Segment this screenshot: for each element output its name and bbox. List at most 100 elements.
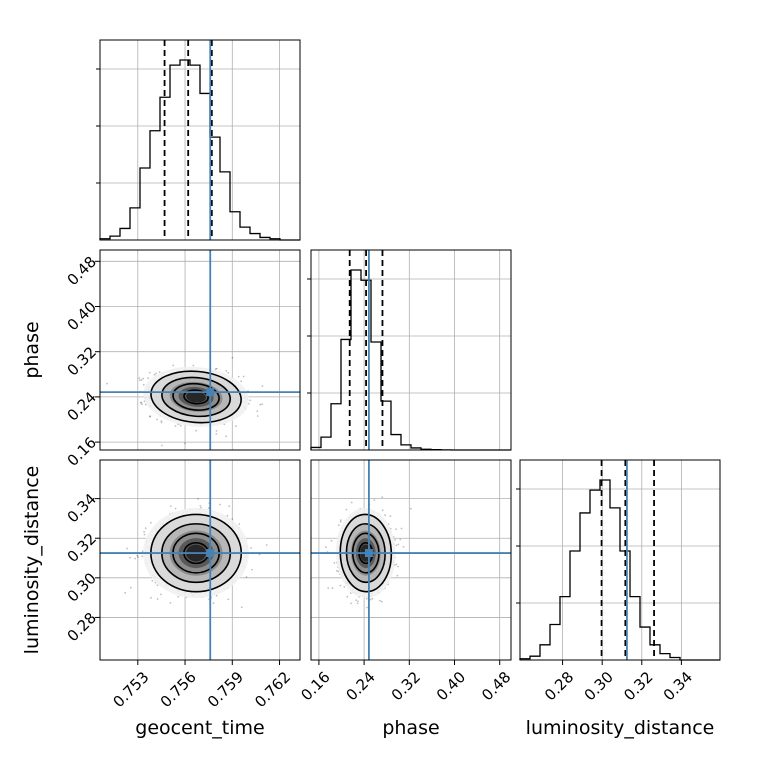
x-tick-label: 0.40 [433,668,469,704]
scatter-panel-geocent_time-phase [99,249,301,451]
scatter-point [226,514,229,517]
x-tick-label: 0.32 [388,668,424,704]
scatter-point [141,550,144,553]
scatter-point [169,505,172,508]
scatter-point [357,600,359,603]
scatter-point [397,565,399,568]
scatter-point [184,442,186,445]
scatter-point [333,562,336,564]
scatter-point [371,597,374,600]
panel-frame [310,249,512,451]
panel-frame [99,459,301,661]
scatter-point [142,383,145,386]
scatter-point [153,373,156,376]
scatter-point [337,524,340,527]
y-tick-label: 0.32 [64,530,100,566]
panel-frame [99,249,301,451]
y-tick-label: 0.28 [64,609,100,645]
scatter-point [350,501,353,504]
scatter-point [249,399,252,402]
scatter-point [395,563,398,566]
scatter-point [227,598,230,601]
scatter-point [399,538,402,541]
scatter-point [337,570,340,573]
scatter-point [231,518,234,520]
scatter-point [379,599,381,602]
scatter-point [369,598,372,601]
y-tick-label: 0.30 [64,569,100,605]
histogram-luminosity_distance [519,479,720,661]
scatter-point [227,371,230,374]
y-axis-title-phase: phase [21,321,43,378]
scatter-point [140,401,143,404]
scatter-point [161,444,163,447]
x-tick-label: 0.759 [204,668,247,711]
scatter-point [156,584,159,587]
contour-line [183,389,209,405]
scatter-point [245,576,248,578]
scatter-point [219,503,221,506]
scatter-point [394,539,396,541]
scatter-point [256,415,259,417]
scatter-point [150,596,153,599]
scatter-point [389,515,392,517]
scatter-point [158,371,161,373]
x-tick-label: 0.762 [251,668,294,711]
scatter-point [373,499,376,501]
hist-panel-luminosity_distance [516,459,721,661]
scatter-point [343,586,346,588]
scatter-point [258,553,261,556]
truth-marker [206,388,215,397]
scatter-point [215,433,218,435]
scatter-point [256,410,259,412]
scatter-point [156,418,159,421]
y-tick-label: 0.40 [64,298,100,334]
scatter-point [142,377,145,380]
scatter-point [207,507,210,509]
truth-marker [206,549,215,558]
scatter-point [141,555,144,558]
scatter-point [169,602,172,604]
scatter-point [129,556,131,559]
scatter-point [381,496,384,498]
scatter-point [225,435,228,438]
scatter-point [144,403,147,406]
x-axis-title-luminosity_distance: luminosity_distance [526,717,715,739]
scatter-point [160,420,163,422]
scatter-point [366,606,368,609]
scatter-point [174,507,177,510]
scatter-point [265,544,268,546]
x-tick-label: 0.756 [157,668,200,711]
scatter-point [327,587,330,589]
scatter-point [237,375,240,378]
density-level [186,391,206,403]
scatter-point [106,382,108,385]
scatter-point [251,568,253,571]
scatter-point [215,430,218,432]
scatter-point [215,367,218,370]
scatter-point [365,597,368,600]
scatter-point [349,592,352,594]
scatter-point [259,403,262,406]
scatter-point [215,594,218,597]
x-tick-label: 0.30 [581,668,617,704]
scatter-point [192,364,195,367]
y-tick-label: 0.48 [64,253,100,289]
scatter-point [397,543,400,546]
scatter-point [356,602,359,605]
scatter-point [148,371,151,374]
scatter-point [240,380,243,383]
scatter-point [137,556,140,558]
scatter-point [396,574,399,577]
scatter-point [136,554,139,557]
scatter-point [331,587,334,590]
scatter-point [214,368,217,370]
panel-inner [311,460,511,660]
scatter-point [195,429,198,432]
scatter-point [140,379,143,381]
scatter-point [124,591,127,594]
y-axis-title-luminosity_distance: luminosity_distance [21,466,43,655]
x-tick-label: 0.32 [620,668,656,704]
scatter-point [235,425,237,427]
